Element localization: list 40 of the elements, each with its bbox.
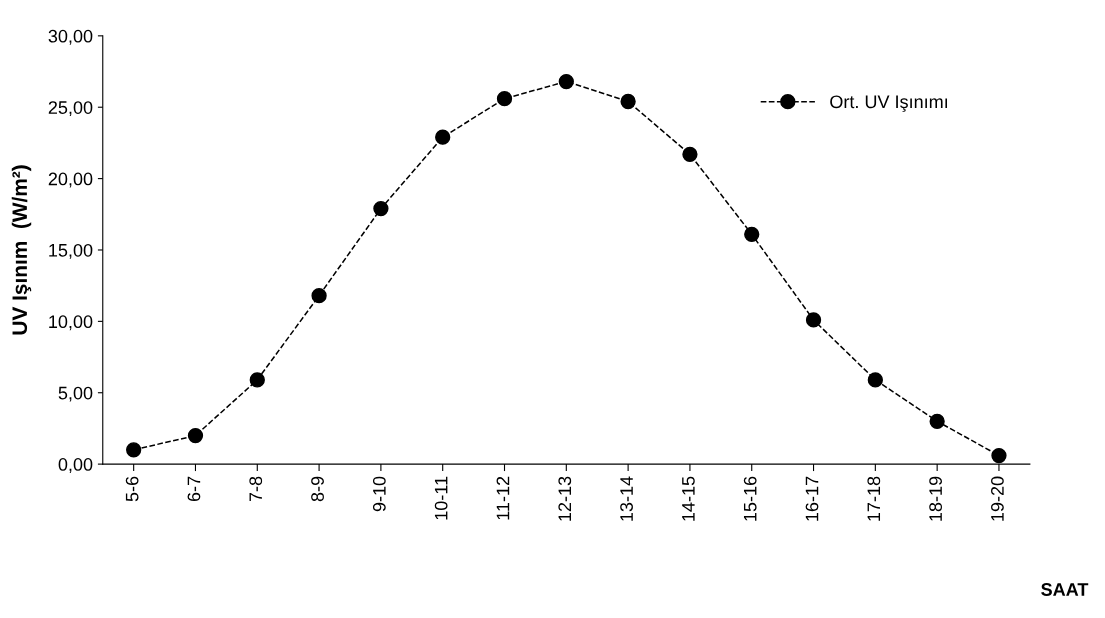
x-tick-label: 18-19 [929,476,942,521]
x-tick-label: 5-6 [125,476,139,502]
point [126,442,142,458]
x-tick-label: 8-9 [311,476,324,502]
x-tick-label: 7-8 [249,476,263,502]
point [929,413,945,429]
point [991,447,1007,464]
x-tick-label: 6-7 [187,476,201,502]
point [620,93,636,110]
legend-label: Ort. UV Işınımı [830,95,947,112]
point [805,312,822,328]
x-tick-label: 19-20 [991,476,1004,521]
x-tick-label: 16-17 [805,476,819,521]
x-tick-label: 12-13 [558,476,572,521]
point [558,73,574,90]
x-tick-label: 15-16 [743,476,757,521]
point [496,91,513,107]
x-tick-label: 9-10 [372,476,386,512]
point [249,372,265,388]
x-tick-label: 14-15 [682,476,695,521]
x-tick-label: 17-18 [867,476,881,521]
point [744,226,760,242]
x-tick-label: 11-12 [496,476,510,520]
point [373,200,389,217]
point [867,372,883,388]
x-tick-label: 13-14 [620,476,633,521]
point [311,288,327,304]
point [435,129,451,145]
y-tick-label: 0,00 [58,458,93,473]
x-axis-title: SAAT [1041,583,1089,596]
point [187,427,204,444]
y-tick-label: 15,00 [49,243,93,259]
x-tick-label: 10-11 [434,476,448,520]
y-tick-label: 10,00 [49,315,93,331]
y-tick-label: 30,00 [48,29,93,45]
y-tick-label: 5,00 [58,386,93,402]
y-tick-label: 25,00 [48,101,93,117]
y-axis-title: UV Işınım (W/m²) [11,165,32,335]
y-tick-label: 20,00 [48,172,93,188]
point [682,146,698,162]
